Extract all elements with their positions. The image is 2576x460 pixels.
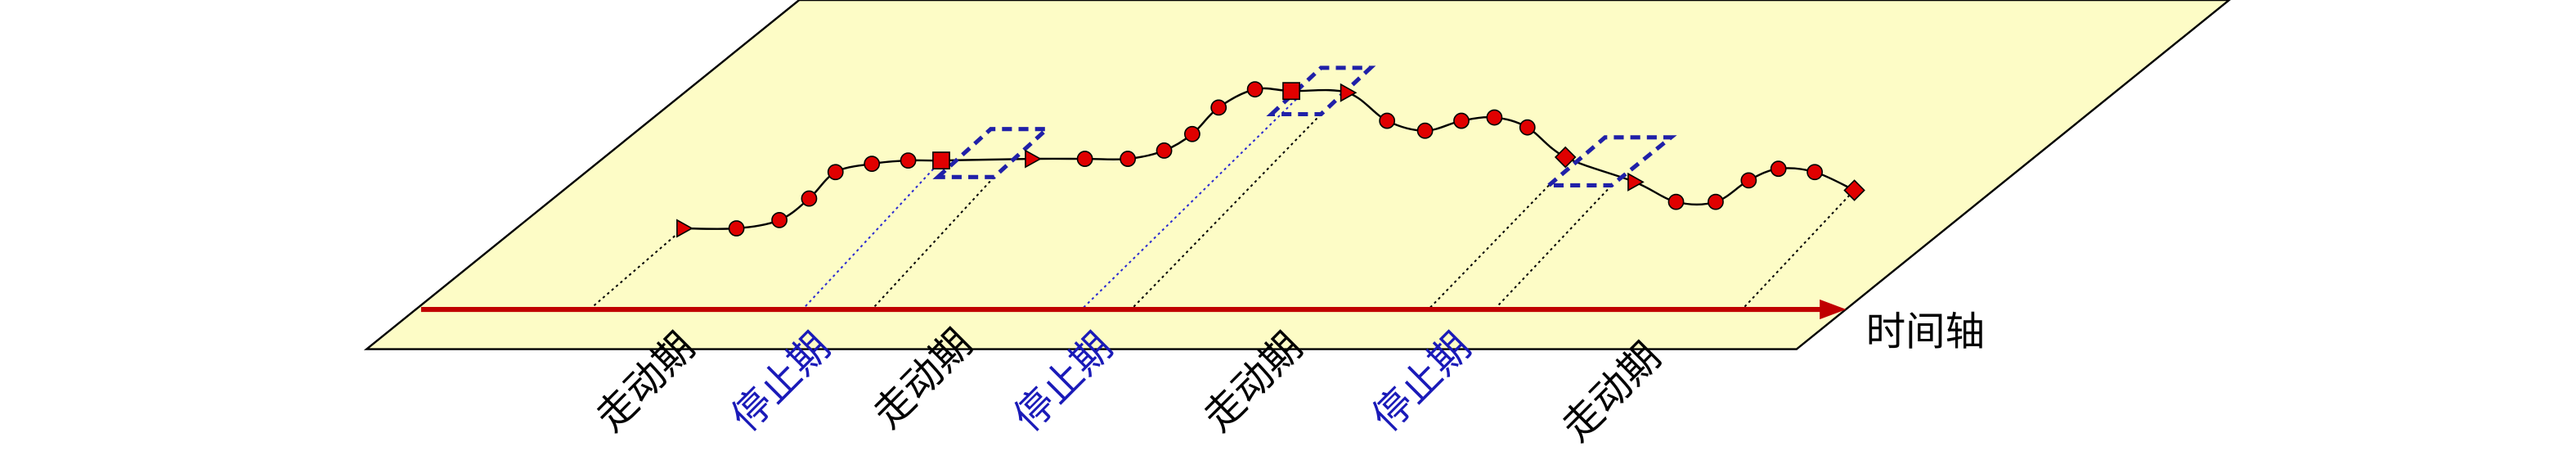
circle-marker [1076,151,1093,167]
guide-line [1130,113,1322,310]
circle-marker [1246,81,1263,98]
diamond-marker [1843,179,1865,201]
circle-marker [1486,109,1503,126]
axis-label: 时间轴 [1866,309,1985,354]
circle-marker [771,211,788,228]
triangle-marker [1627,172,1645,192]
circle-marker [1519,119,1536,136]
guide-line [801,160,942,310]
stop-box [1543,135,1677,187]
triangle-marker [1340,83,1358,102]
diamond-marker [1554,146,1577,169]
circle-marker [1120,151,1137,167]
stop-box [932,127,1052,179]
period-label: 走动期 [1553,334,1669,451]
guide-line [871,176,995,310]
guide-lines [589,98,1851,310]
stop-box [1266,65,1376,117]
circle-marker [827,164,844,181]
triangle-marker [1025,149,1042,169]
circle-marker [801,190,818,207]
circle-marker [1806,164,1824,181]
guide-line [1080,98,1297,310]
circle-marker [1708,193,1724,210]
circle-marker [1453,112,1470,129]
circle-marker [1210,99,1227,116]
circle-marker [900,152,917,169]
circle-marker [1183,125,1200,142]
triangle-marker [676,219,693,238]
markers [676,81,1865,238]
circle-marker [1379,112,1396,129]
square-marker [1282,82,1300,101]
circle-marker [728,220,745,237]
circle-marker [1770,160,1787,178]
circle-marker [1416,122,1434,139]
time-plane [363,0,2231,350]
time-axis-arrow [1820,299,1847,320]
square-marker [932,151,950,170]
circle-marker [864,156,881,173]
stop-boxes [932,65,1677,187]
circle-marker [1156,142,1173,159]
circle-marker [1667,193,1685,210]
circle-marker [1740,172,1757,189]
